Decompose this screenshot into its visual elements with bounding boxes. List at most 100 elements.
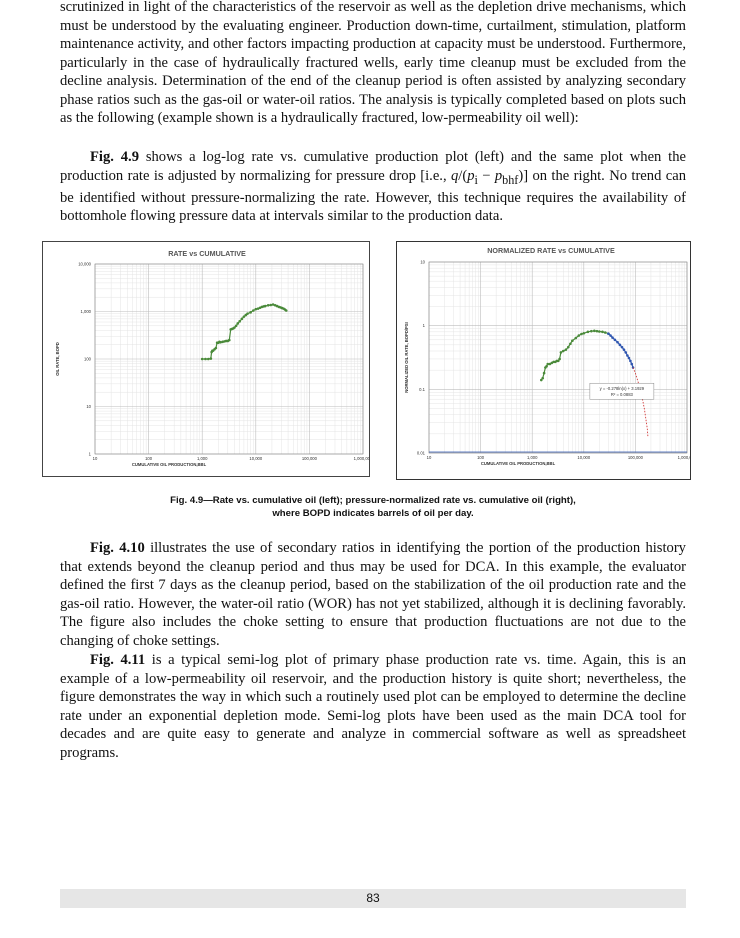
data-point <box>569 342 572 346</box>
page-number: 83 <box>366 891 380 905</box>
caption-line-2: where BOPD indicates barrels of oil per … <box>272 508 474 519</box>
data-point <box>545 365 548 368</box>
data-point <box>204 357 207 361</box>
fig410-reference: Fig. 4.10 <box>90 540 145 556</box>
data-point <box>624 351 628 354</box>
series-line <box>202 303 287 360</box>
body-paragraph-fig49: Fig. 4.9 shows a log-log rate vs. cumula… <box>60 148 686 226</box>
x-tick-label: 10 <box>427 455 432 460</box>
data-point <box>207 357 210 361</box>
data-point <box>233 326 236 329</box>
y-axis-label: NORMALIZED OIL RATE, BOPD/PSI <box>404 322 409 393</box>
y-tick-label: 0.1 <box>419 387 425 392</box>
body-paragraph-fig410: Fig. 4.10 illustrates the use of seconda… <box>60 539 686 650</box>
data-point <box>254 307 258 311</box>
data-point <box>577 334 581 337</box>
x-tick-label: 10 <box>93 456 98 461</box>
rate-chart-svg: RATE vs CUMULATIVE 10 100 1,000 10,000 100,00… <box>55 249 369 467</box>
data-point <box>566 345 570 349</box>
data-point <box>586 330 590 334</box>
data-point <box>630 362 634 366</box>
formula-q: q <box>450 167 459 184</box>
data-point <box>598 330 601 333</box>
x-tick-label: 1,000 <box>527 455 538 460</box>
fig49-paragraph: Fig. 4.9 shows a log-log rate vs. cumula… <box>60 148 686 226</box>
data-point <box>607 332 610 335</box>
figure-caption: Fig. 4.9—Rate vs. cumulative oil (left);… <box>60 494 686 520</box>
formula-p: p <box>467 167 475 184</box>
y-tick-label: 0.01 <box>417 451 426 456</box>
data-point <box>548 362 552 366</box>
body-paragraph-fig411: Fig. 4.11 is a typical semi-log plot of … <box>60 651 686 762</box>
data-point <box>571 339 574 343</box>
formula-sub-i: i <box>474 172 478 187</box>
data-point <box>629 359 632 363</box>
data-point <box>627 356 631 360</box>
data-point <box>574 336 578 340</box>
data-point <box>242 315 246 318</box>
fig411-reference: Fig. 4.11 <box>90 652 146 668</box>
caption-line-1: Fig. 4.9—Rate vs. cumulative oil (left);… <box>170 495 576 506</box>
data-point <box>263 304 267 308</box>
y-tick-label: 1 <box>423 323 426 328</box>
intro-text: scrutinized in light of the characterist… <box>60 0 686 126</box>
x-tick-label: 100 <box>477 455 485 460</box>
x-tick-label: 100,000 <box>302 456 318 461</box>
y-tick-label: 10 <box>420 260 425 265</box>
data-point <box>613 338 617 342</box>
fig410-paragraph: Fig. 4.10 illustrates the use of seconda… <box>60 539 686 650</box>
data-point <box>249 311 252 314</box>
y-tick-label: 1 <box>89 452 92 457</box>
fig410-text: illustrates the use of secondary ratios … <box>60 540 686 649</box>
body-paragraph-intro: scrutinized in light of the characterist… <box>60 0 686 128</box>
x-tick-label: 100 <box>145 456 153 461</box>
data-point <box>271 303 275 306</box>
data-point <box>561 349 565 353</box>
x-tick-label: 1,000,000 <box>678 455 690 460</box>
normalized-rate-chart: NORMALIZED RATE vs CUMULATIVE 10 100 1,000 1… <box>396 241 691 480</box>
formula-sub-bhf: bhf <box>502 172 519 187</box>
trendline-equation: y = -0.278ln(x) + 3.1929 <box>600 386 645 391</box>
x-tick-label: 1,000,000 <box>354 456 369 461</box>
data-point <box>556 359 560 363</box>
data-point <box>609 334 612 337</box>
data-point <box>593 329 596 333</box>
formula-mid: /( <box>458 167 468 184</box>
x-axis-label: CUMULATIVE OIL PRODUCTION,BBL <box>132 462 207 467</box>
data-point <box>580 332 583 336</box>
data-point <box>601 330 604 334</box>
data-point <box>244 313 248 317</box>
data-point <box>541 376 545 380</box>
plot-area-frame <box>428 261 688 454</box>
data-point <box>269 303 273 307</box>
data-point <box>539 378 543 382</box>
formula-p-bhf: p <box>494 167 503 184</box>
data-point <box>542 371 546 375</box>
data-point <box>558 357 561 361</box>
page-footer: 83 <box>60 889 686 908</box>
x-tick-label: 1,000 <box>197 456 208 461</box>
data-point <box>238 320 241 323</box>
x-tick-label: 10,000 <box>249 456 262 461</box>
data-point <box>595 329 599 333</box>
rate-vs-cumulative-chart: RATE vs CUMULATIVE 10 100 1,000 10,000 100,00… <box>42 241 370 477</box>
y-tick-label: 10,000 <box>78 262 91 267</box>
data-point <box>256 307 260 310</box>
data-point <box>240 317 244 321</box>
formula-minus: − <box>477 167 495 184</box>
data-point <box>546 362 550 366</box>
fig411-text: is a typical semi-log plot of primary ph… <box>60 652 686 761</box>
data-point <box>266 304 270 307</box>
data-point <box>622 348 626 351</box>
y-axis-label: OIL RATE, BOPD <box>55 342 60 376</box>
y-tick-label: 10 <box>86 404 91 409</box>
data-point <box>582 331 586 335</box>
data-point <box>284 309 288 312</box>
data-point <box>603 331 607 334</box>
data-point <box>200 357 204 361</box>
data-point <box>611 336 614 339</box>
data-point <box>590 329 593 333</box>
x-axis-label: CUMULATIVE OIL PRODUCTION,BBL <box>481 461 556 466</box>
chart-title: NORMALIZED RATE vs CUMULATIVE <box>487 246 615 255</box>
fig411-paragraph: Fig. 4.11 is a typical semi-log plot of … <box>60 651 686 762</box>
